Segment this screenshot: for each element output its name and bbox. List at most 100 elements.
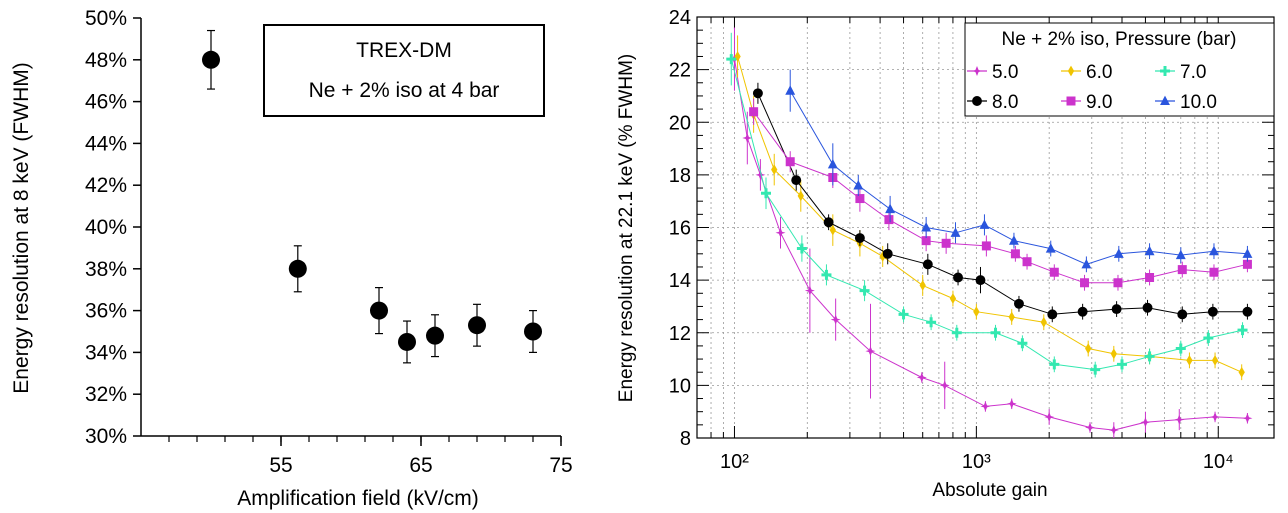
data-point bbox=[1144, 348, 1155, 365]
data-point bbox=[949, 290, 957, 307]
marker-circle bbox=[1177, 309, 1188, 320]
legend-label: 6.0 bbox=[1086, 62, 1112, 83]
marker-cross bbox=[1116, 359, 1127, 370]
data-point bbox=[752, 82, 763, 104]
data-point bbox=[981, 235, 991, 257]
data-point bbox=[1110, 345, 1117, 362]
marker-diamond bbox=[1110, 348, 1117, 360]
data-point bbox=[1145, 269, 1155, 286]
marker-diamond bbox=[1085, 343, 1092, 354]
legend-entry-10.0: 10.0 bbox=[1155, 92, 1217, 113]
data-point bbox=[524, 310, 542, 353]
marker-circle bbox=[953, 272, 963, 283]
legend-label: 8.0 bbox=[992, 92, 1018, 113]
data-point bbox=[1040, 314, 1047, 331]
data-point bbox=[854, 230, 865, 246]
data-point bbox=[926, 314, 937, 331]
legend-items: 5.0 6.0 7.0 8.0 9.0 10.0 bbox=[967, 62, 1217, 113]
data-point bbox=[829, 214, 836, 246]
marker-cross bbox=[1175, 343, 1186, 354]
left-chart: 30%32%34%36%38%40%42%44%46%48%50%55 65 75 … bbox=[10, 7, 573, 510]
y-tick-label: 20 bbox=[669, 112, 691, 134]
data-point bbox=[1085, 422, 1096, 433]
data-point bbox=[1090, 361, 1101, 378]
legend-entry-9.0: 9.0 bbox=[1061, 92, 1112, 113]
data-point bbox=[771, 153, 778, 186]
data-point bbox=[951, 324, 962, 341]
data-point bbox=[1010, 245, 1020, 262]
data-point bbox=[1008, 232, 1019, 249]
y-tick-label: 30% bbox=[85, 425, 127, 448]
marker-star bbox=[939, 380, 950, 391]
data-point bbox=[916, 372, 927, 383]
y-tick-label: 42% bbox=[85, 174, 127, 197]
data-point bbox=[882, 243, 893, 265]
legend-entry-7.0: 7.0 bbox=[1155, 62, 1206, 83]
marker-circle bbox=[1142, 302, 1153, 313]
data-point bbox=[288, 245, 307, 293]
data-point bbox=[941, 232, 951, 254]
y-tick-label: 12 bbox=[669, 323, 691, 345]
marker-square bbox=[1209, 267, 1219, 277]
marker-triangle bbox=[1242, 248, 1253, 258]
legend-entry-8.0: 8.0 bbox=[967, 92, 1018, 113]
y-axis-label: Energy resolution at 22.1 keV (% FWHM) bbox=[616, 54, 637, 402]
data-point bbox=[921, 216, 932, 239]
series-line bbox=[734, 59, 1248, 431]
data-point bbox=[1014, 295, 1024, 312]
marker-triangle bbox=[1144, 245, 1155, 256]
marker-circle bbox=[1242, 306, 1253, 317]
y-tick-label: 18 bbox=[669, 165, 691, 187]
y-tick-label: 16 bbox=[669, 218, 691, 240]
data-point bbox=[1175, 247, 1186, 264]
marker-triangle bbox=[1113, 248, 1124, 258]
data-point bbox=[1209, 243, 1219, 260]
data-point bbox=[1044, 409, 1055, 425]
series-9.0 bbox=[749, 98, 1252, 291]
legend-label: 5.0 bbox=[992, 62, 1018, 83]
data-point bbox=[1080, 274, 1090, 291]
data-point bbox=[980, 401, 991, 412]
y-tick-label: 50% bbox=[85, 7, 127, 30]
marker-star bbox=[865, 346, 876, 357]
marker-triangle bbox=[885, 203, 896, 214]
x-tick-label: 55 bbox=[269, 454, 292, 477]
y-tick-label: 40% bbox=[85, 216, 127, 239]
series-7.0 bbox=[726, 32, 1248, 378]
series-8.0 bbox=[752, 82, 1253, 323]
marker-star bbox=[916, 372, 927, 383]
marker-triangle bbox=[950, 227, 961, 237]
data-point bbox=[1211, 352, 1219, 369]
data-point bbox=[1022, 253, 1032, 270]
data-point bbox=[1045, 240, 1056, 257]
marker-circle bbox=[1014, 298, 1024, 309]
marker-square bbox=[941, 238, 951, 248]
data-point bbox=[1203, 330, 1214, 346]
data-point bbox=[1140, 411, 1151, 433]
data-point bbox=[1049, 264, 1059, 281]
y-tick-label: 46% bbox=[85, 91, 127, 114]
legend-entry-5.0: 5.0 bbox=[967, 62, 1018, 83]
chart-subtitle: Ne + 2% iso at 4 bar bbox=[309, 79, 500, 102]
data-point bbox=[855, 185, 865, 212]
data-point bbox=[1049, 356, 1060, 373]
data-point bbox=[1077, 303, 1088, 320]
data-point bbox=[979, 214, 990, 236]
marker-circle bbox=[823, 217, 834, 228]
data-point bbox=[939, 361, 950, 410]
marker-star bbox=[1242, 413, 1253, 424]
left-ticks: 30% 32% 34% 36% 38% 40% 42% 44% 46% 48% 50% 55 65 75 bbox=[85, 7, 573, 477]
marker-triangle bbox=[785, 85, 796, 95]
data-point bbox=[898, 306, 909, 323]
marker-star bbox=[1140, 417, 1151, 428]
marker-diamond bbox=[1238, 366, 1245, 378]
data-point bbox=[1238, 364, 1245, 381]
marker-cross bbox=[898, 309, 909, 320]
y-axis-label: Energy resolution at 8 keV (FWHM) bbox=[10, 62, 33, 393]
marker-square bbox=[884, 215, 894, 225]
data-point bbox=[426, 314, 444, 358]
marker-circle bbox=[1077, 306, 1088, 317]
point-marker bbox=[398, 332, 416, 351]
x-tick-label: 10⁴ bbox=[1203, 451, 1234, 473]
right-chart: 8 10 12 14 16 18 20 22 24 10² 10³ 10⁴ Ne + 2% iso, … bbox=[616, 7, 1275, 501]
